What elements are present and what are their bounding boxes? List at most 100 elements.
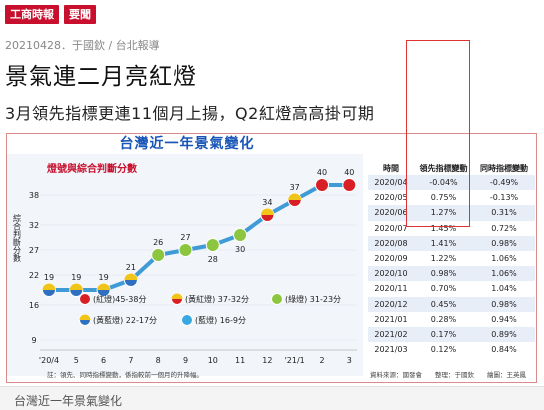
data-label: 34 xyxy=(262,198,272,207)
data-point-top xyxy=(288,193,302,200)
data-point-top xyxy=(97,283,111,290)
legend-label: (紅燈)45-38分 xyxy=(93,294,147,304)
caption-bar: 台灣近一年景氣變化 xyxy=(0,386,544,410)
table-cell: 1.27% xyxy=(430,208,457,218)
table-cell: 2020/06 xyxy=(374,208,408,218)
x-tick-label: 2 xyxy=(319,356,324,365)
x-tick-label: 11 xyxy=(235,356,245,365)
indicator-table: 時間 領先指標變動 同時指標變動 2020/04 -0.04% -0.49% 2020/05… xyxy=(368,161,535,357)
data-label: 19 xyxy=(71,273,81,282)
data-point-top xyxy=(260,208,274,215)
data-label: 28 xyxy=(208,255,218,264)
legend-marker xyxy=(271,293,283,305)
table-cell: 0.98% xyxy=(430,269,457,279)
table-cell: 2020/10 xyxy=(374,269,408,279)
table-cell: 2020/05 xyxy=(374,193,408,203)
chart-svg: 綜合判斷分數91622273238燈號與綜合判斷分數19'20/41951962… xyxy=(13,162,357,365)
table-cell: 0.72% xyxy=(491,223,517,233)
y-axis-label: 綜合判斷分數 xyxy=(13,213,22,263)
table-cell: 0.98% xyxy=(491,299,517,309)
data-label: 27 xyxy=(180,233,190,242)
table-cell: 1.41% xyxy=(430,238,457,248)
table-row: 2020/06 1.27% 0.31% xyxy=(368,205,535,221)
table-cell: 2020/07 xyxy=(374,223,408,233)
table-cell: 0.98% xyxy=(491,238,517,248)
table-header-cell: 同時指標變動 xyxy=(480,163,528,173)
figure-credit: 資料來源：國發會 整理：于國欽 繪圖：王英鳳 xyxy=(370,371,526,379)
data-label: 19 xyxy=(99,273,109,282)
table-row: 2020/09 1.22% 1.06% xyxy=(368,251,535,266)
table-header-row: 時間 領先指標變動 同時指標變動 xyxy=(368,161,535,175)
table-header-cell: 時間 xyxy=(383,163,399,173)
article-figure: 台灣近一年景氣變化 綜合判斷分數 9 16 22 27 32 38 燈號與綜合判斷分數 19'2… xyxy=(6,133,537,383)
table-row: 2021/01 0.28% 0.94% xyxy=(368,312,535,327)
data-label: 30 xyxy=(235,245,245,254)
x-tick-label: 7 xyxy=(128,356,133,365)
table-row: 2020/08 1.41% 0.98% xyxy=(368,235,535,251)
table-cell: 0.84% xyxy=(491,345,517,355)
legend-marker-top xyxy=(79,314,91,320)
figure-caption: 台灣近一年景氣變化 xyxy=(14,394,123,408)
data-label: 40 xyxy=(344,168,354,177)
table-cell: 2020/09 xyxy=(374,254,408,264)
table-cell: 0.89% xyxy=(491,329,517,339)
table-row: 2021/03 0.12% 0.84% xyxy=(368,342,535,357)
chart-subtitle: 燈號與綜合判斷分數 xyxy=(47,162,137,175)
table-cell: 1.45% xyxy=(430,223,457,233)
table-cell: 1.22% xyxy=(430,254,457,264)
y-tick-label: 27 xyxy=(29,246,39,255)
data-point-top xyxy=(69,283,83,290)
table-row: 2020/12 0.45% 0.98% xyxy=(368,296,535,312)
table-header-cell: 領先指標變動 xyxy=(419,163,468,173)
table-cell: 0.45% xyxy=(430,299,457,309)
subheadline: 3月領先指標更連11個月上揚，Q2紅燈高高掛可期 xyxy=(5,104,375,123)
table-cell: 2020/12 xyxy=(374,299,408,309)
data-label: 19 xyxy=(44,273,54,282)
table-cell: 2021/03 xyxy=(374,345,408,355)
byline: 20210428．于國欽 / 台北報導 xyxy=(5,39,160,52)
data-point xyxy=(233,228,248,242)
data-point xyxy=(178,243,193,257)
y-tick-label: 9 xyxy=(31,336,36,345)
table-row: 2020/07 1.45% 0.72% xyxy=(368,221,535,236)
legend-label: (黃藍燈) 22-17分 xyxy=(93,315,157,325)
legend-marker xyxy=(79,293,91,305)
table-cell: 1.06% xyxy=(491,254,517,264)
table-cell: 2021/01 xyxy=(374,314,408,324)
table-row: 2020/05 0.75% -0.13% xyxy=(368,190,535,205)
table-cell: 2021/02 xyxy=(374,329,408,339)
table-cell: 2020/04 xyxy=(374,178,408,188)
table-cell: 0.94% xyxy=(491,314,517,324)
y-tick-label: 38 xyxy=(29,191,39,200)
table-cell: 2020/08 xyxy=(374,238,408,248)
data-label: 21 xyxy=(126,263,136,272)
table-cell: 0.28% xyxy=(430,314,457,324)
tag-headlines[interactable]: 要聞 xyxy=(64,5,96,24)
table-cell: 0.70% xyxy=(430,284,457,294)
table-cell: 2020/11 xyxy=(374,284,408,294)
table-row: 2020/04 -0.04% -0.49% xyxy=(368,175,535,191)
tag-commercial-times[interactable]: 工商時報 xyxy=(5,5,59,24)
data-point-top xyxy=(42,283,56,290)
legend-marker-top xyxy=(171,293,183,299)
legend-label: (藍燈) 16-9分 xyxy=(195,315,246,325)
data-point xyxy=(342,178,357,192)
table-cell: -0.04% xyxy=(429,178,458,188)
x-tick-label: 3 xyxy=(347,356,352,365)
table-row: 2020/10 0.98% 1.06% xyxy=(368,266,535,282)
data-label: 26 xyxy=(153,238,163,247)
x-tick-label: 5 xyxy=(74,356,79,365)
headline: 景氣連二月亮紅燈 xyxy=(5,64,197,90)
series-line xyxy=(49,183,350,292)
table-row: 2021/02 0.17% 0.89% xyxy=(368,326,535,343)
y-tick-label: 16 xyxy=(29,301,39,310)
data-point-top xyxy=(124,273,138,280)
figure-note: 註：領先、同時指標變動，係指較前一個月的升降幅。 xyxy=(47,371,203,379)
table-row: 2020/11 0.70% 1.04% xyxy=(368,281,535,296)
y-tick-label: 22 xyxy=(29,271,39,280)
table-cell: 0.75% xyxy=(430,193,457,203)
table-cell: 1.06% xyxy=(491,269,517,279)
figure-title: 台灣近一年景氣變化 xyxy=(119,136,255,152)
legend-marker xyxy=(181,314,193,326)
x-tick-label: 10 xyxy=(208,356,218,365)
